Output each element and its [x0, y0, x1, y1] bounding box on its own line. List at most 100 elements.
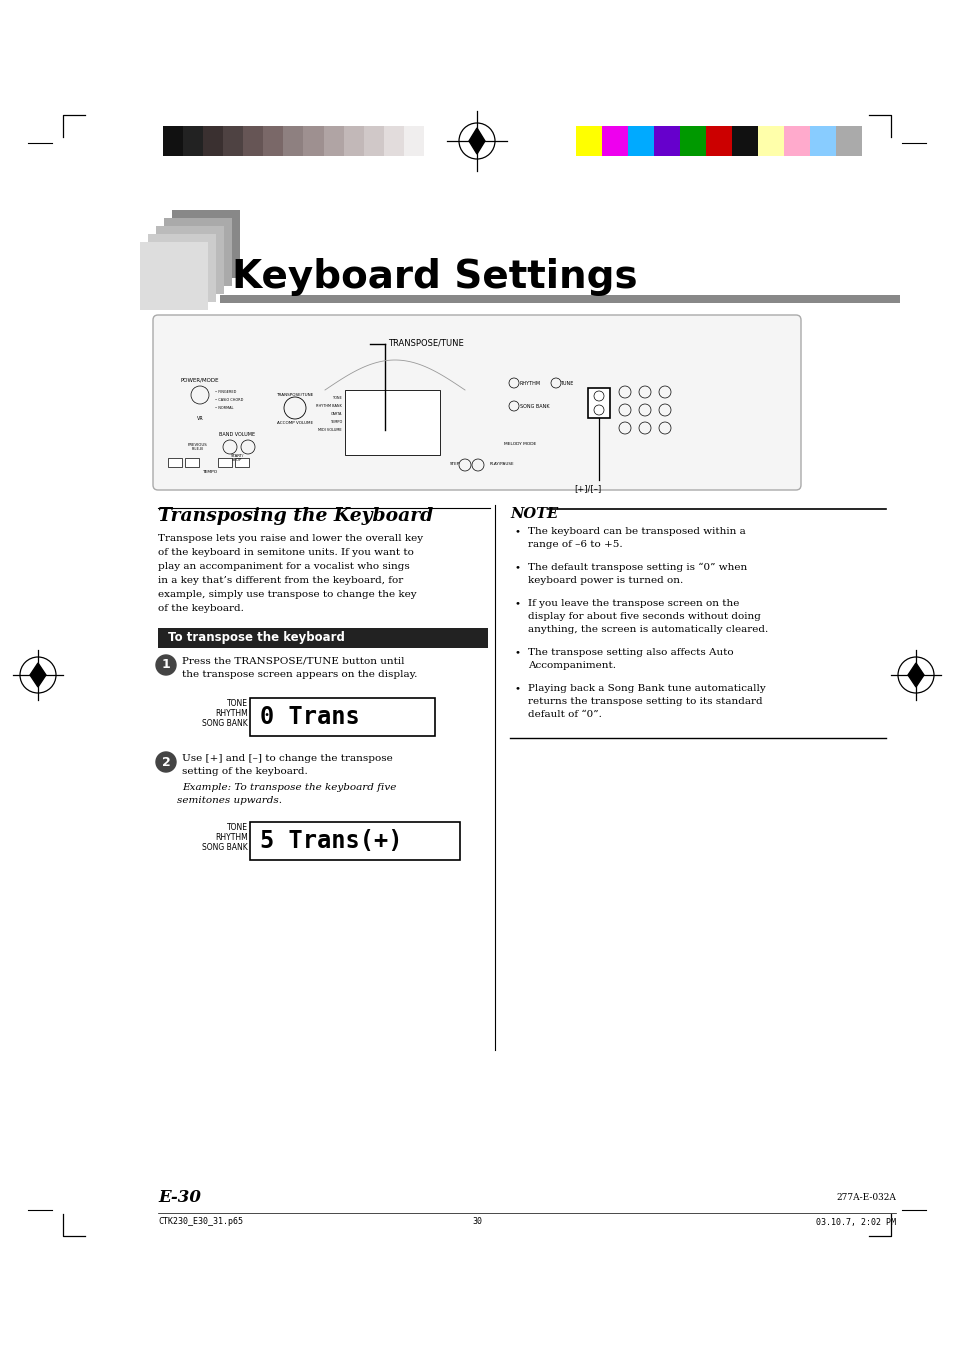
Text: 1: 1: [161, 658, 171, 671]
Bar: [343, 126, 363, 155]
Text: display for about five seconds without doing: display for about five seconds without d…: [527, 612, 760, 621]
Text: range of –6 to +5.: range of –6 to +5.: [527, 540, 622, 549]
Bar: [783, 126, 809, 155]
Bar: [243, 126, 263, 155]
Text: anything, the screen is automatically cleared.: anything, the screen is automatically cl…: [527, 626, 767, 634]
Text: To transpose the keyboard: To transpose the keyboard: [168, 631, 345, 644]
Text: The keyboard can be transposed within a: The keyboard can be transposed within a: [527, 527, 745, 536]
Text: TONE: TONE: [332, 396, 341, 400]
Text: •: •: [515, 527, 520, 536]
Bar: [403, 126, 423, 155]
Text: Keyboard Settings: Keyboard Settings: [232, 258, 637, 296]
Text: •: •: [515, 648, 520, 657]
Text: 03.10.7, 2:02 PM: 03.10.7, 2:02 PM: [815, 1217, 895, 1227]
Text: TRANSPOSE/TUNE: TRANSPOSE/TUNE: [276, 393, 314, 397]
Bar: [758, 126, 783, 155]
Text: SONG BANK: SONG BANK: [202, 843, 248, 851]
Text: •: •: [515, 598, 520, 608]
Text: If you leave the transpose screen on the: If you leave the transpose screen on the: [527, 598, 739, 608]
Bar: [172, 209, 240, 278]
Text: VR: VR: [196, 416, 203, 422]
Bar: [283, 126, 303, 155]
Text: Transpose lets you raise and lower the overall key: Transpose lets you raise and lower the o…: [158, 534, 423, 543]
Bar: [158, 628, 488, 648]
Bar: [148, 234, 215, 303]
Bar: [250, 698, 435, 736]
Bar: [220, 295, 899, 303]
Text: STEP: STEP: [450, 462, 459, 466]
Text: CARTA: CARTA: [331, 412, 341, 416]
Text: RHYTHM: RHYTHM: [519, 381, 540, 386]
Text: • CASIO CHORD: • CASIO CHORD: [214, 399, 243, 403]
Text: TONE: TONE: [227, 698, 248, 708]
Bar: [156, 226, 224, 295]
Bar: [218, 458, 232, 467]
Text: PREVIOUS
FILE-B: PREVIOUS FILE-B: [188, 443, 208, 451]
Text: in a key that’s different from the keyboard, for: in a key that’s different from the keybo…: [158, 576, 403, 585]
Text: returns the transpose setting to its standard: returns the transpose setting to its sta…: [527, 697, 761, 707]
Bar: [345, 390, 439, 455]
Bar: [383, 126, 403, 155]
Bar: [234, 458, 249, 467]
Text: semitones upwards.: semitones upwards.: [177, 796, 282, 805]
Bar: [168, 458, 182, 467]
Text: BAND VOLUME: BAND VOLUME: [218, 432, 254, 436]
Text: MIDI VOLUME: MIDI VOLUME: [318, 428, 341, 432]
Text: • FINGERED: • FINGERED: [214, 390, 236, 394]
Bar: [601, 126, 627, 155]
Bar: [323, 126, 343, 155]
Text: keyboard power is turned on.: keyboard power is turned on.: [527, 576, 682, 585]
Text: 5 Trans(+): 5 Trans(+): [260, 830, 402, 852]
Text: Transposing the Keyboard: Transposing the Keyboard: [158, 507, 433, 526]
Text: play an accompaniment for a vocalist who sings: play an accompaniment for a vocalist who…: [158, 562, 410, 571]
Text: E-30: E-30: [158, 1189, 201, 1206]
Text: TRANSPOSE/TUNE: TRANSPOSE/TUNE: [388, 339, 463, 349]
Bar: [731, 126, 758, 155]
Text: TEMPO: TEMPO: [330, 420, 341, 424]
Text: Playing back a Song Bank tune automatically: Playing back a Song Bank tune automatica…: [527, 684, 765, 693]
Bar: [576, 126, 601, 155]
Text: POWER/MODE: POWER/MODE: [180, 377, 219, 382]
Text: Accompaniment.: Accompaniment.: [527, 661, 616, 670]
Bar: [587, 388, 609, 417]
Text: •: •: [515, 684, 520, 693]
Bar: [140, 242, 208, 309]
Bar: [250, 821, 459, 861]
Text: Use [+] and [–] to change the transpose: Use [+] and [–] to change the transpose: [182, 754, 393, 763]
Text: The default transpose setting is “0” when: The default transpose setting is “0” whe…: [527, 563, 746, 573]
Bar: [303, 126, 323, 155]
Circle shape: [156, 655, 175, 676]
Text: 277A-E-032A: 277A-E-032A: [835, 1193, 895, 1201]
Bar: [809, 126, 835, 155]
FancyBboxPatch shape: [152, 315, 801, 490]
Text: [+]/[–]: [+]/[–]: [574, 484, 601, 493]
Text: •: •: [515, 563, 520, 571]
Bar: [223, 126, 243, 155]
Text: 2: 2: [161, 755, 171, 769]
Bar: [423, 126, 443, 155]
Bar: [163, 126, 183, 155]
Circle shape: [156, 753, 175, 771]
Text: 30: 30: [472, 1217, 481, 1227]
Bar: [185, 458, 199, 467]
Bar: [679, 126, 705, 155]
Text: default of “0”.: default of “0”.: [527, 711, 601, 719]
Text: PLAY/PAUSE: PLAY/PAUSE: [490, 462, 514, 466]
Text: TONE: TONE: [227, 823, 248, 831]
Text: of the keyboard.: of the keyboard.: [158, 604, 244, 613]
Text: RHYTHM BANK: RHYTHM BANK: [315, 404, 341, 408]
Polygon shape: [907, 663, 923, 688]
Text: the transpose screen appears on the display.: the transpose screen appears on the disp…: [182, 670, 417, 680]
Text: Press the TRANSPOSE/TUNE button until: Press the TRANSPOSE/TUNE button until: [182, 657, 404, 666]
Bar: [705, 126, 731, 155]
Text: MELODY MODE: MELODY MODE: [503, 442, 536, 446]
Bar: [627, 126, 654, 155]
Text: setting of the keyboard.: setting of the keyboard.: [182, 767, 308, 775]
Text: ACCOMP VOLUME: ACCOMP VOLUME: [276, 422, 313, 426]
Text: 0 Trans: 0 Trans: [260, 705, 359, 730]
Text: SONG BANK: SONG BANK: [202, 719, 248, 727]
Polygon shape: [30, 663, 46, 688]
Text: Example: To transpose the keyboard five: Example: To transpose the keyboard five: [182, 784, 395, 792]
Bar: [654, 126, 679, 155]
Text: example, simply use transpose to change the key: example, simply use transpose to change …: [158, 590, 416, 598]
